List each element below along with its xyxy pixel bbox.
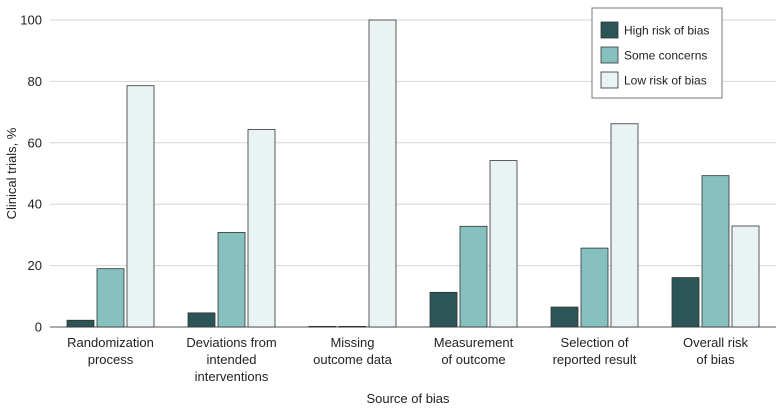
bar-some-concerns-5 (701, 175, 730, 328)
bar-high-risk-of-bias-3 (429, 291, 458, 328)
y-axis-ticks: 0 20 40 60 80 100 (20, 13, 42, 335)
legend-swatch (600, 71, 619, 89)
x-category-label: Missing outcome data (313, 335, 393, 367)
legend-label: High risk of bias (624, 24, 709, 38)
bar-some-concerns-0 (96, 268, 125, 328)
legend-swatch (600, 46, 619, 64)
bar-low-risk-of-bias-5 (731, 225, 760, 328)
bar-some-concerns-1 (217, 232, 246, 328)
legend-label: Some concerns (624, 49, 707, 63)
y-tick-label: 20 (28, 258, 42, 273)
legend-label: Low risk of bias (624, 74, 707, 88)
y-tick-label: 60 (28, 135, 42, 150)
bar-some-concerns-3 (459, 225, 488, 328)
x-category-label: Measurement of outcome (434, 335, 514, 367)
bar-high-risk-of-bias-4 (550, 306, 579, 328)
legend: High risk of bias Some concerns Low risk o… (591, 7, 723, 99)
bar-low-risk-of-bias-0 (126, 85, 155, 328)
x-category-label: Deviations from intended interventions (186, 335, 276, 384)
x-category-label: Randomization process (67, 335, 154, 367)
bars (66, 19, 760, 328)
bar-high-risk-of-bias-0 (66, 319, 95, 328)
y-tick-label: 40 (28, 197, 42, 212)
bar-low-risk-of-bias-1 (247, 129, 276, 328)
legend-swatch (600, 21, 619, 39)
bar-some-concerns-4 (580, 247, 609, 328)
y-tick-label: 100 (20, 13, 42, 28)
x-axis-category-labels: Randomization process Deviations from inten… (67, 335, 748, 384)
bar-low-risk-of-bias-3 (489, 160, 518, 328)
bar-high-risk-of-bias-2 (308, 325, 337, 328)
x-axis-title: Source of bias (366, 391, 450, 406)
x-category-label: Selection of reported result (553, 335, 637, 367)
y-tick-label: 80 (28, 74, 42, 89)
bar-low-risk-of-bias-4 (610, 123, 639, 328)
bar-high-risk-of-bias-5 (671, 277, 700, 328)
bar-low-risk-of-bias-2 (368, 19, 397, 328)
bar-high-risk-of-bias-1 (187, 312, 216, 328)
bar-some-concerns-2 (338, 325, 367, 328)
x-category-label: Overall risk of bias (683, 335, 749, 367)
y-axis-title: Clinical trials, % (4, 127, 19, 219)
y-tick-label: 0 (35, 320, 42, 335)
